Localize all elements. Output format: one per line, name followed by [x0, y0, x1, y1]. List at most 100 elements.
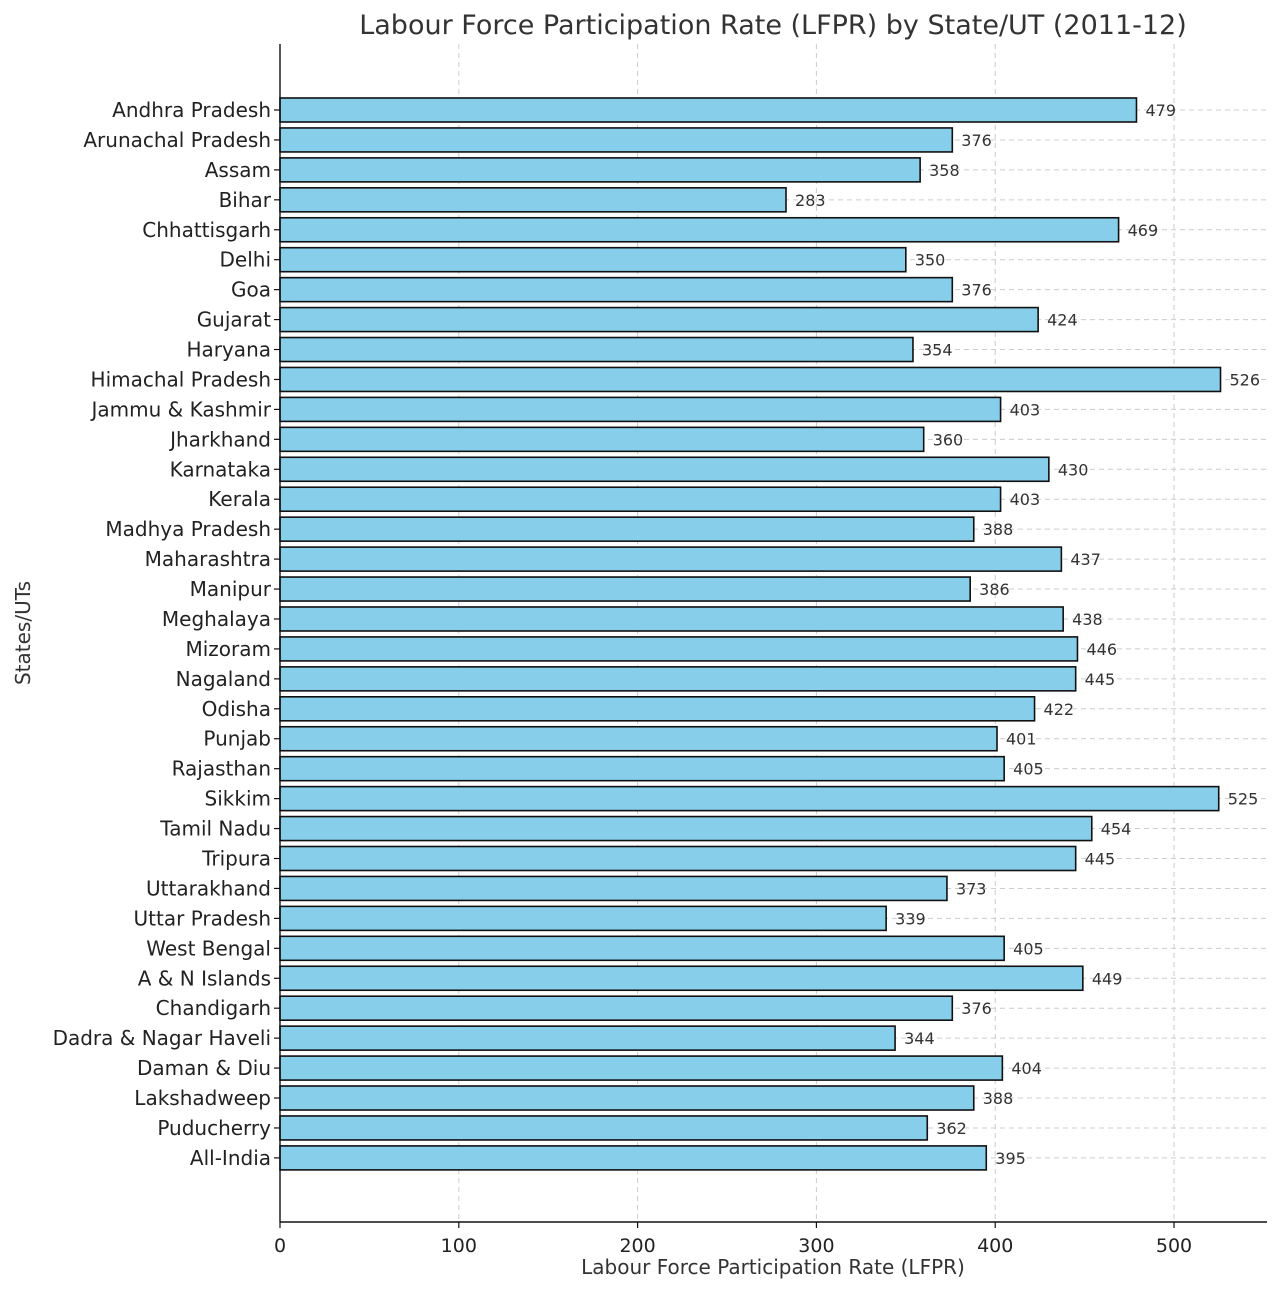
bar [279, 755, 1005, 782]
bar [279, 695, 1036, 722]
data-label: 344 [904, 1029, 935, 1048]
y-tick-label: Sikkim [205, 787, 271, 811]
y-tick-label: Punjab [203, 727, 271, 751]
value-labels: 4793763582834693503764243545264033604304… [795, 101, 1260, 1168]
data-label: 403 [1010, 490, 1041, 509]
y-tick-label: Puducherry [157, 1116, 271, 1140]
data-label: 354 [922, 341, 953, 360]
bar [279, 1025, 896, 1051]
y-tick-label: Odisha [202, 697, 271, 721]
bar [279, 246, 907, 273]
bar [279, 97, 1138, 123]
y-tick-label: Assam [205, 158, 271, 182]
chart-title: Labour Force Participation Rate (LFPR) b… [359, 10, 1187, 41]
y-tick-label: Daman & Diu [137, 1056, 271, 1080]
data-label: 386 [979, 580, 1010, 599]
category-labels: Andhra Pradesh Arunachal Pradesh Assam Biha… [53, 98, 280, 1170]
y-tick-label: Chandigarh [156, 996, 271, 1020]
bar [279, 336, 914, 363]
y-tick-label: Uttar Pradesh [134, 906, 271, 930]
data-label: 358 [929, 161, 960, 180]
y-tick-label: Jharkhand [168, 427, 271, 451]
data-label: 401 [1006, 730, 1037, 749]
bar [279, 1115, 929, 1141]
y-tick-label: Mizoram [185, 637, 271, 661]
bar [279, 815, 1093, 842]
data-label: 526 [1230, 370, 1261, 389]
y-tick-label: Bihar [219, 188, 272, 212]
y-tick-label: Rajasthan [172, 757, 271, 781]
bar [279, 1085, 975, 1111]
data-label: 445 [1085, 850, 1116, 869]
data-label: 376 [961, 131, 992, 150]
y-tick-label: Meghalaya [162, 607, 271, 631]
data-label: 469 [1128, 221, 1159, 240]
bar [279, 456, 1050, 483]
y-tick-label: Jammu & Kashmir [90, 397, 272, 421]
bar [279, 127, 954, 153]
bar [279, 995, 954, 1022]
y-tick-label: Karnataka [170, 457, 271, 481]
bar [279, 366, 1222, 393]
y-tick-label: Madhya Pradesh [105, 517, 271, 541]
data-label: 479 [1145, 101, 1176, 120]
bar [279, 1145, 988, 1171]
data-label: 376 [961, 281, 992, 300]
y-tick-label: Maharashtra [145, 547, 271, 571]
data-label: 424 [1047, 311, 1078, 330]
data-label: 403 [1010, 400, 1041, 419]
data-label: 388 [983, 520, 1014, 539]
data-label: 454 [1101, 820, 1132, 839]
y-tick-label: Arunachal Pradesh [83, 128, 271, 152]
bar [279, 546, 1063, 572]
y-tick-label: Chhattisgarh [142, 218, 271, 242]
bar [279, 725, 998, 752]
bar [279, 216, 1120, 243]
bar [279, 426, 925, 453]
data-label: 422 [1044, 700, 1075, 719]
y-tick-label: Nagaland [176, 667, 271, 691]
data-label: 388 [983, 1089, 1014, 1108]
data-label: 362 [936, 1119, 967, 1138]
bar [279, 666, 1077, 692]
bars [279, 97, 1222, 1171]
x-tick-label: 500 [1156, 1235, 1192, 1257]
bar [279, 785, 1220, 812]
data-label: 283 [795, 191, 826, 210]
y-tick-label: All-India [190, 1146, 271, 1170]
bar [279, 157, 921, 183]
x-axis-label: Labour Force Participation Rate (LFPR) [581, 1255, 965, 1279]
data-label: 339 [895, 909, 926, 928]
y-tick-label: Uttarakhand [146, 876, 271, 900]
y-tick-label: Gujarat [197, 308, 271, 332]
y-axis-label: States/UTs [11, 581, 35, 685]
bar [279, 845, 1077, 872]
data-label: 449 [1092, 969, 1123, 988]
bar [279, 306, 1039, 333]
data-label: 404 [1011, 1059, 1042, 1078]
bar [279, 636, 1079, 662]
data-label: 438 [1072, 610, 1103, 629]
data-label: 430 [1058, 460, 1089, 479]
bar [279, 875, 948, 902]
x-tick-label: 200 [619, 1235, 655, 1257]
x-tick-labels: 0 100 200 300 400 500 [274, 1222, 1192, 1257]
bar [279, 396, 1002, 423]
x-tick-label: 0 [274, 1235, 286, 1257]
data-label: 376 [961, 999, 992, 1018]
bar [279, 935, 1005, 962]
bar [279, 516, 975, 542]
bar [279, 606, 1064, 632]
bar [279, 187, 787, 213]
data-label: 350 [915, 251, 946, 270]
bar [279, 965, 1084, 992]
bar [279, 1055, 1004, 1081]
bar [279, 276, 954, 303]
y-tick-label: Lakshadweep [134, 1086, 271, 1110]
y-tick-label: Goa [231, 278, 271, 302]
bar [279, 576, 971, 602]
data-label: 395 [995, 1149, 1026, 1168]
y-tick-label: West Bengal [146, 936, 271, 960]
data-label: 405 [1013, 760, 1044, 779]
